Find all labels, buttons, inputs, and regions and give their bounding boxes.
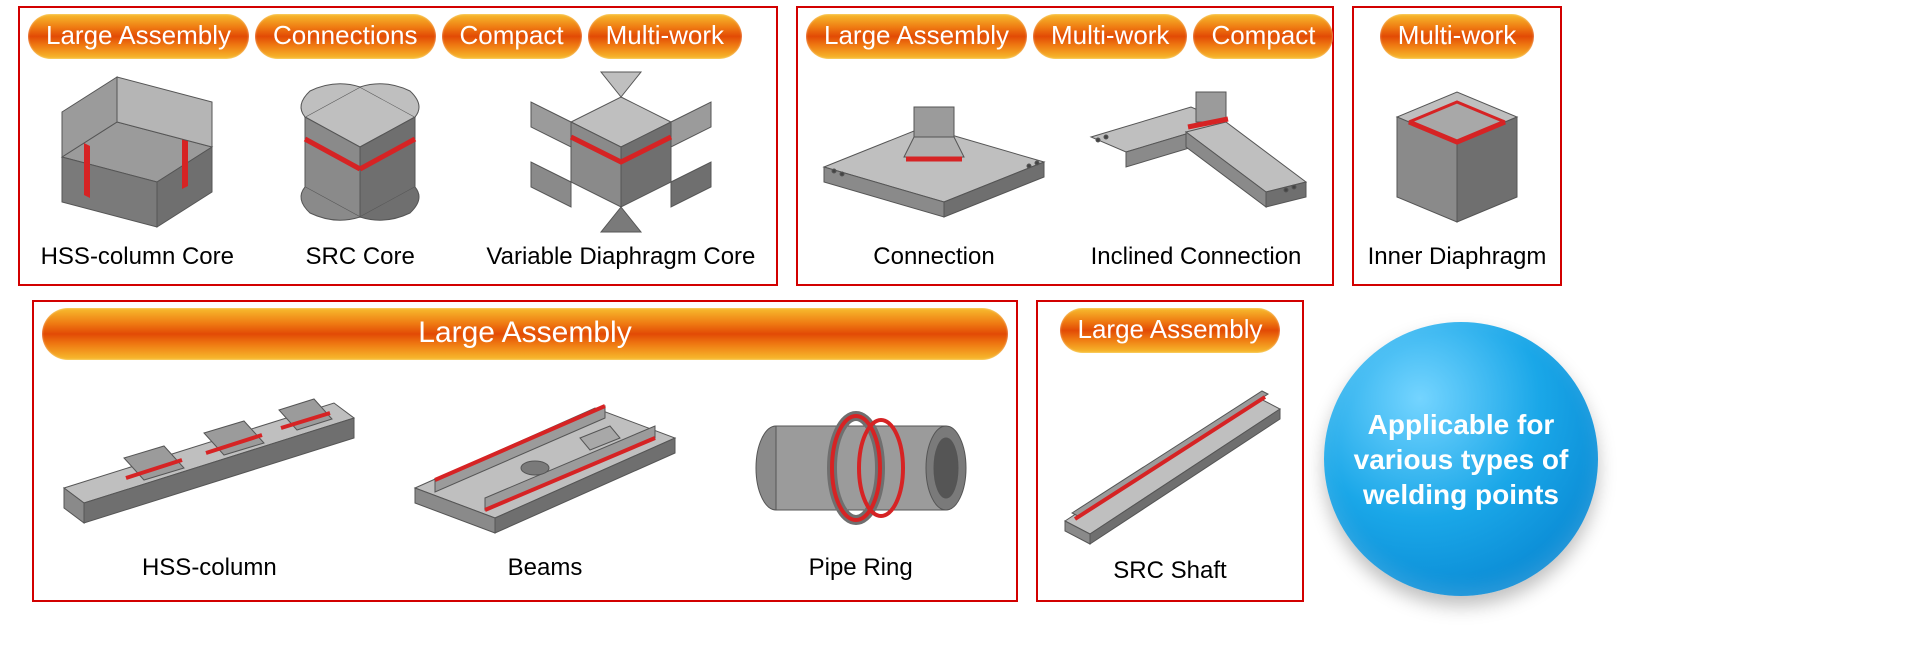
thumb-src-shaft [1050, 361, 1290, 551]
pill-compact: Compact [1193, 14, 1333, 59]
item-hss-column: HSS-column [54, 368, 364, 582]
pill-row: Large Assembly [34, 302, 1016, 364]
pill-compact: Compact [442, 14, 582, 59]
panel-large-assembly: Large Assembly [32, 300, 1018, 602]
pill-row: Large Assembly Connections Compact Multi… [20, 8, 776, 63]
pill-connections: Connections [255, 14, 436, 59]
item-inner-diaphragm: Inner Diaphragm [1367, 67, 1547, 271]
thumb-hss-core [42, 67, 232, 237]
item-hss-column-core: HSS-column Core [41, 67, 234, 271]
pill-multi-work: Multi-work [1380, 14, 1534, 59]
item-variable-diaphragm-core: Variable Diaphragm Core [486, 67, 755, 271]
label: Connection [873, 243, 994, 271]
pill-multi-work: Multi-work [1033, 14, 1187, 59]
label: HSS-column [142, 554, 277, 582]
thumb-hss-column [54, 368, 364, 548]
items-row: Connection In [798, 63, 1332, 281]
pill-large-assembly: Large Assembly [1060, 308, 1281, 353]
thumb-pipe-ring [726, 368, 996, 548]
label: Inclined Connection [1091, 243, 1302, 271]
info-bubble: Applicable for various types of welding … [1324, 322, 1598, 596]
label: Variable Diaphragm Core [486, 243, 755, 271]
items-row: HSS-column Core [20, 63, 776, 281]
label: HSS-column Core [41, 243, 234, 271]
pill-row: Large Assembly Multi-work Compact [798, 8, 1332, 63]
pill-row: Multi-work [1354, 8, 1560, 63]
thumb-connection [814, 67, 1054, 237]
panel-cores: Large Assembly Connections Compact Multi… [18, 6, 778, 286]
pill-large-assembly: Large Assembly [28, 14, 249, 59]
label: SRC Core [306, 243, 415, 271]
items-row: Inner Diaphragm [1354, 63, 1560, 281]
thumb-beams [395, 368, 695, 548]
label: Beams [508, 554, 583, 582]
label: Pipe Ring [809, 554, 913, 582]
thumb-var-diaphragm [511, 67, 731, 237]
pill-multi-work: Multi-work [588, 14, 742, 59]
items-row: SRC Shaft [1038, 357, 1302, 595]
pill-large-assembly: Large Assembly [806, 14, 1027, 59]
item-inclined-connection: Inclined Connection [1076, 67, 1316, 271]
bubble-text: Applicable for various types of welding … [1352, 407, 1570, 512]
item-beams: Beams [395, 368, 695, 582]
items-row: HSS-column Be [34, 364, 1016, 592]
item-connection: Connection [814, 67, 1054, 271]
item-src-core: SRC Core [265, 67, 455, 271]
item-pipe-ring: Pipe Ring [726, 368, 996, 582]
panel-connections: Large Assembly Multi-work Compact [796, 6, 1334, 286]
thumb-inner-diaphragm [1367, 67, 1547, 237]
panel-inner-diaphragm: Multi-work Inner Diaphragm [1352, 6, 1562, 286]
item-src-shaft: SRC Shaft [1050, 361, 1290, 585]
thumb-src-core [265, 67, 455, 237]
pill-row: Large Assembly [1038, 302, 1302, 357]
thumb-inclined-connection [1076, 67, 1316, 237]
pill-large-assembly-wide: Large Assembly [42, 308, 1008, 360]
label: SRC Shaft [1113, 557, 1226, 585]
label: Inner Diaphragm [1368, 243, 1547, 271]
panel-src-shaft: Large Assembly SRC Shaft [1036, 300, 1304, 602]
